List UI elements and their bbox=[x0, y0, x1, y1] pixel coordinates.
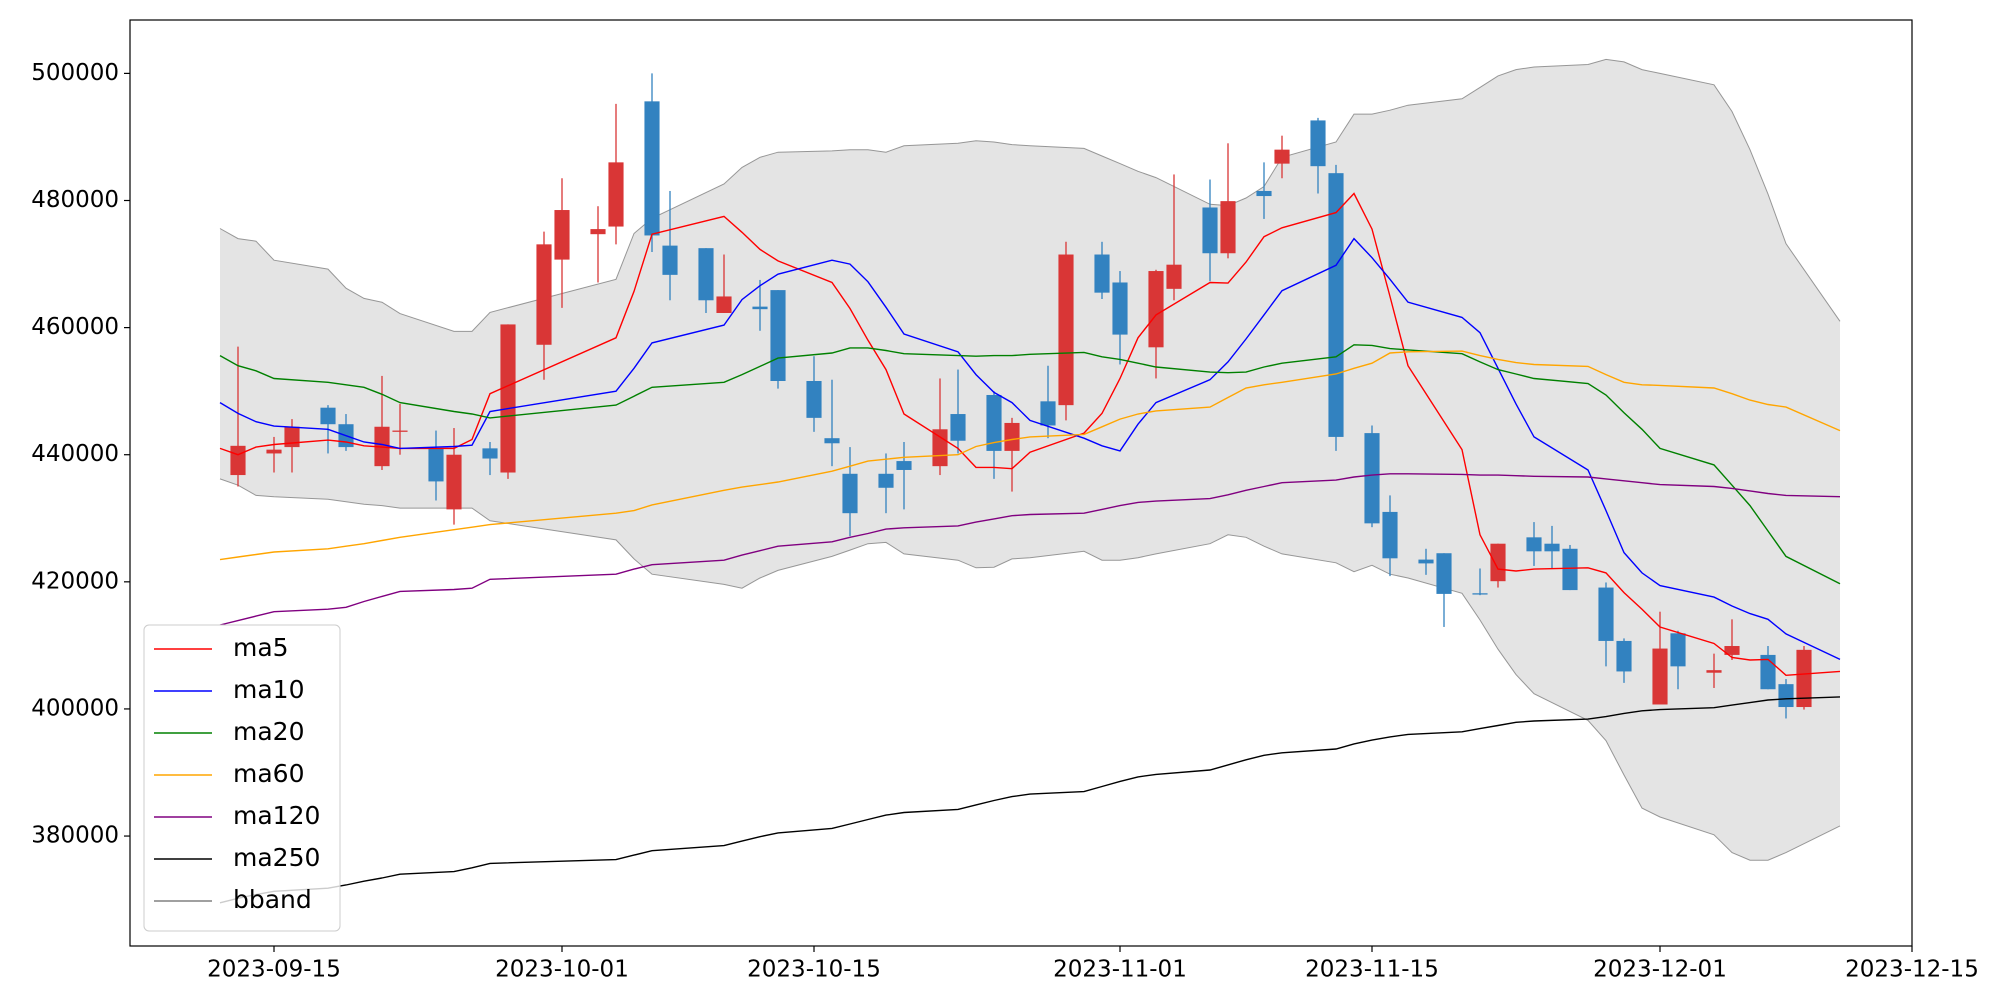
candle-body bbox=[1256, 190, 1272, 197]
bband-lower-line bbox=[219, 478, 1841, 861]
candle-body bbox=[266, 449, 282, 454]
x-tick-label: 2023-09-15 bbox=[207, 957, 341, 983]
candle-body bbox=[932, 429, 948, 467]
candle-body bbox=[590, 229, 606, 235]
candle-body bbox=[986, 394, 1002, 451]
candle-body bbox=[1202, 207, 1218, 254]
ma-line bbox=[219, 350, 1841, 561]
legend: ma5 ma10 ma20 ma60 ma120 ma250 bband bbox=[143, 624, 341, 932]
candle-body bbox=[1364, 433, 1380, 524]
candle-body bbox=[446, 454, 462, 510]
candle-body bbox=[428, 448, 444, 482]
x-tick-label: 2023-10-15 bbox=[747, 957, 881, 983]
plot-frame bbox=[129, 19, 1913, 947]
x-tick-label: 2023-12-15 bbox=[1845, 957, 1979, 983]
candle-body bbox=[1472, 593, 1488, 595]
candle-body bbox=[1220, 201, 1236, 254]
candle-body bbox=[1274, 149, 1290, 164]
ma-line bbox=[219, 473, 1841, 626]
y-tick-label: 380000 bbox=[31, 823, 119, 849]
candle-body bbox=[1418, 559, 1434, 564]
candle-body bbox=[644, 101, 660, 236]
candle-body bbox=[716, 296, 732, 313]
candle-body bbox=[1094, 254, 1110, 293]
candle-body bbox=[536, 244, 552, 345]
candle-body bbox=[1166, 264, 1182, 289]
legend-label: ma10 bbox=[233, 675, 304, 704]
bband-area bbox=[220, 59, 1840, 861]
candle-body bbox=[1058, 254, 1074, 406]
x-tick-label: 2023-11-01 bbox=[1053, 957, 1187, 983]
candle-body bbox=[950, 414, 966, 441]
candle-body bbox=[1148, 271, 1164, 348]
candle-body bbox=[500, 324, 516, 473]
candle-body bbox=[878, 473, 894, 488]
ma-line bbox=[219, 696, 1841, 904]
candle-body bbox=[1526, 537, 1542, 552]
candle-body bbox=[1670, 633, 1686, 667]
candle-body bbox=[1598, 587, 1614, 641]
candle-body bbox=[1652, 648, 1668, 705]
candle-body bbox=[1796, 649, 1812, 708]
candle-body bbox=[1490, 543, 1506, 582]
x-tick-label: 2023-12-01 bbox=[1593, 957, 1727, 983]
candle-body bbox=[1112, 282, 1128, 335]
candle-body bbox=[806, 380, 822, 418]
y-tick-label: 460000 bbox=[31, 314, 119, 340]
legend-label: ma20 bbox=[233, 717, 304, 746]
candle-body bbox=[230, 445, 246, 476]
y-tick-label: 500000 bbox=[31, 60, 119, 86]
y-tick-label: 440000 bbox=[31, 441, 119, 467]
candle-body bbox=[1004, 422, 1020, 451]
candle-body bbox=[1562, 548, 1578, 591]
candle-body bbox=[1040, 401, 1056, 426]
legend-label: ma60 bbox=[233, 759, 304, 788]
bband-upper-line bbox=[219, 58, 1841, 332]
legend-label: ma120 bbox=[233, 801, 320, 830]
candle-body bbox=[698, 248, 714, 301]
candle-body bbox=[770, 290, 786, 381]
candle-body bbox=[608, 162, 624, 227]
legend-box bbox=[143, 624, 341, 932]
candle-body bbox=[1706, 670, 1722, 673]
candle-body bbox=[1436, 553, 1452, 594]
candle-body bbox=[824, 438, 840, 444]
candle-body bbox=[1544, 543, 1560, 552]
candle-body bbox=[1724, 646, 1740, 655]
candle-body bbox=[392, 430, 408, 432]
candle-body bbox=[1382, 511, 1398, 559]
candle-body bbox=[320, 407, 336, 425]
y-tick-label: 480000 bbox=[31, 187, 119, 213]
candle-body bbox=[482, 448, 498, 459]
candle-body bbox=[752, 306, 768, 310]
legend-label: ma250 bbox=[233, 843, 320, 872]
legend-label: bband bbox=[233, 885, 312, 914]
candle-body bbox=[1778, 684, 1794, 708]
candle-body bbox=[284, 426, 300, 448]
x-tick-label: 2023-11-15 bbox=[1305, 957, 1439, 983]
x-tick-label: 2023-10-01 bbox=[495, 957, 629, 983]
candle-body bbox=[554, 210, 570, 260]
candle-body bbox=[1616, 640, 1632, 672]
candle-body bbox=[842, 473, 858, 514]
candle-body bbox=[1328, 173, 1344, 437]
candle-body bbox=[1310, 120, 1326, 167]
candle-body bbox=[896, 461, 912, 470]
y-tick-label: 420000 bbox=[31, 568, 119, 594]
legend-label: ma5 bbox=[233, 633, 289, 662]
ma-line bbox=[219, 344, 1841, 585]
y-tick-label: 400000 bbox=[31, 695, 119, 721]
ma-line bbox=[219, 192, 1841, 677]
candle-body bbox=[662, 245, 678, 275]
